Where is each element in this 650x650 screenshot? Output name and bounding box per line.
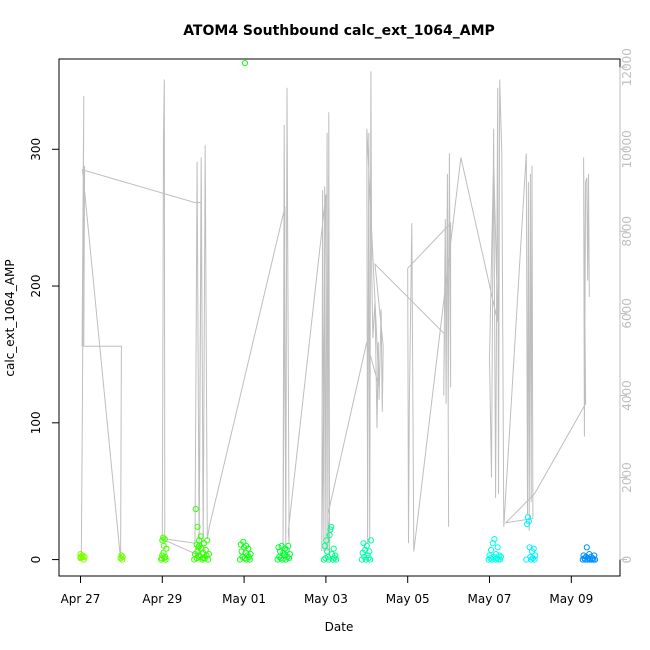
data-point — [118, 552, 125, 559]
data-point — [198, 545, 205, 552]
data-point — [362, 546, 369, 554]
data-point — [485, 556, 492, 563]
data-point — [247, 551, 254, 558]
data-point — [197, 533, 204, 540]
data-point — [321, 542, 328, 550]
right-series-line — [80, 71, 590, 560]
data-point — [162, 553, 169, 561]
data-point — [200, 540, 208, 547]
data-point — [194, 548, 201, 555]
right-axis-line-series — [80, 71, 590, 560]
data-point — [497, 553, 505, 561]
x-tick-label: May 07 — [468, 592, 512, 606]
data-point — [81, 553, 88, 561]
data-point — [328, 523, 335, 530]
right-y-tick-label: 4000 — [620, 380, 634, 411]
data-point — [194, 523, 201, 530]
y-tick-label: 200 — [29, 275, 43, 298]
x-tick-label: May 03 — [304, 592, 348, 606]
data-point — [332, 552, 339, 559]
data-point — [285, 542, 292, 550]
scatter-points — [77, 60, 599, 563]
data-point — [193, 541, 200, 548]
data-point — [531, 556, 538, 563]
data-point — [367, 556, 374, 563]
plot-frame — [58, 58, 621, 577]
right-y-tick-label: 12000 — [620, 48, 634, 86]
right-y-tick-label: 6000 — [620, 298, 634, 329]
data-point — [324, 548, 331, 555]
right-y-tick-label: 0 — [620, 556, 634, 564]
data-point — [333, 556, 340, 563]
right-y-axis: 0 2000 4000 6000 8000 10000 12000 — [619, 48, 634, 564]
data-point — [80, 556, 87, 563]
x-axis: Apr 27 Apr 29 May 01 May 03 May 05 May 07 May … — [61, 575, 593, 606]
data-point — [277, 548, 284, 555]
x-tick-label: May 09 — [549, 592, 593, 606]
data-point — [528, 556, 535, 563]
y-tick-label: 100 — [29, 411, 43, 434]
data-point — [591, 552, 598, 559]
data-point — [160, 534, 167, 541]
y-tick-label: 300 — [29, 138, 43, 161]
x-tick-label: May 05 — [386, 592, 430, 606]
data-point — [488, 546, 495, 554]
data-point — [496, 552, 503, 559]
data-point — [583, 544, 590, 551]
data-point — [530, 545, 537, 552]
data-point — [532, 552, 539, 559]
data-point — [275, 544, 282, 551]
data-point — [330, 545, 337, 552]
data-point — [241, 60, 248, 67]
right-y-tick-label: 8000 — [620, 216, 634, 247]
left-y-axis: 0 100 200 300 — [29, 138, 60, 564]
data-point — [323, 537, 330, 544]
chart-title: ATOM4 Southbound calc_ext_1064_AMP — [183, 23, 495, 39]
data-point — [492, 551, 500, 558]
right-y-tick-label: 10000 — [620, 130, 634, 168]
data-point — [367, 537, 374, 544]
y-axis-label: calc_ext_1064_AMP — [3, 259, 17, 376]
x-tick-label: Apr 29 — [142, 592, 182, 606]
data-point — [525, 518, 532, 525]
x-axis-label: Date — [325, 620, 354, 634]
data-point — [119, 553, 126, 561]
data-point — [205, 551, 212, 558]
data-point — [366, 548, 373, 555]
data-point — [200, 555, 207, 562]
data-point — [491, 536, 498, 543]
data-point — [489, 540, 496, 547]
data-point — [286, 551, 293, 558]
data-point — [119, 556, 126, 563]
data-point — [524, 514, 532, 521]
data-point — [494, 544, 501, 551]
x-tick-label: May 01 — [222, 592, 266, 606]
data-point — [161, 555, 168, 562]
data-point — [324, 553, 331, 561]
data-point — [286, 555, 293, 562]
data-point — [365, 555, 372, 562]
data-point — [195, 552, 202, 559]
data-point — [327, 526, 334, 533]
data-point — [497, 556, 504, 563]
y-tick-label: 0 — [29, 556, 43, 564]
data-point — [162, 556, 169, 563]
data-point — [161, 536, 168, 543]
data-point — [363, 542, 370, 550]
data-point — [163, 545, 170, 552]
data-point — [281, 552, 288, 559]
right-y-tick-label: 2000 — [620, 462, 634, 493]
data-point — [243, 542, 250, 550]
data-point — [325, 556, 332, 563]
data-point — [204, 537, 211, 544]
data-point — [331, 555, 338, 562]
data-point — [158, 555, 165, 562]
data-point — [192, 505, 199, 513]
x-tick-label: Apr 27 — [61, 592, 101, 606]
data-point — [591, 556, 599, 563]
